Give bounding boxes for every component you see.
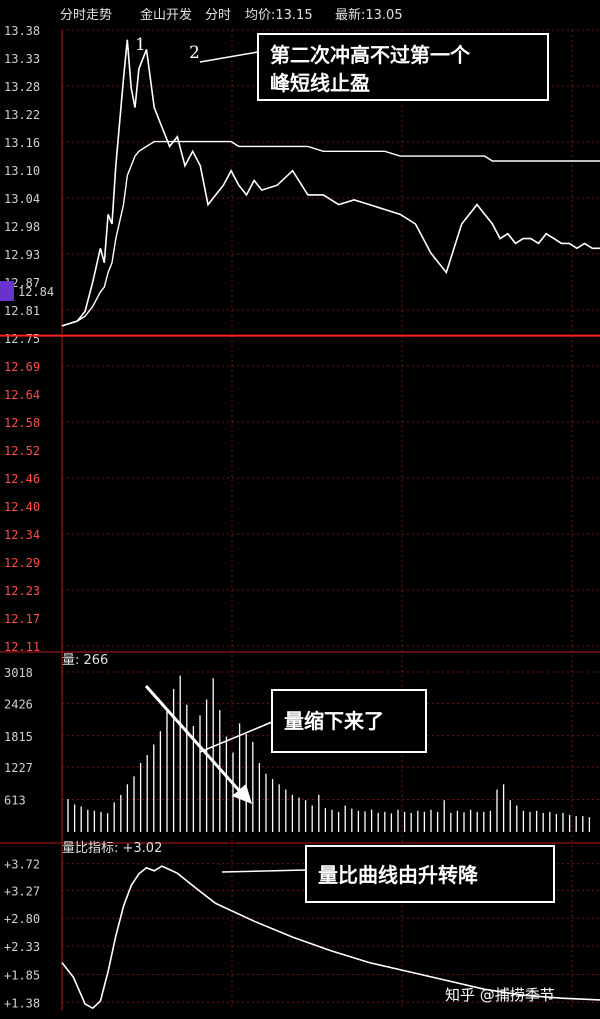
callout-volume-text: 量缩下来了 (284, 709, 384, 733)
ratio-tick-label: +3.72 (4, 858, 40, 872)
price-tick-label: 12.58 (4, 416, 40, 430)
volume-tick-label: 1227 (4, 761, 33, 775)
callout-ratio-box (305, 845, 555, 903)
price-tick-label: 12.98 (4, 220, 40, 234)
callout-price-pointer (199, 51, 259, 63)
ratio-y-axis: +3.72 +3.27 +2.80 +2.33 +1.85 +1.38 (4, 858, 40, 1011)
price-y-axis: 13.38 13.33 13.28 13.22 13.16 13.10 13.04 12.98… (4, 24, 40, 654)
price-line (61, 39, 600, 327)
volume-plot (67, 675, 591, 832)
price-tick-label: 13.10 (4, 164, 40, 178)
callout-price-line1: 第二次冲高不过第一个 (270, 43, 471, 67)
callout-ratio-pointer (221, 869, 307, 873)
price-tick-label: 12.52 (4, 444, 40, 458)
price-tick-label: 13.33 (4, 52, 40, 66)
price-tick-label: 12.11 (4, 640, 40, 654)
header-avg: 均价:13.15 (245, 8, 313, 23)
callout-ratio: 量比曲线由升转降 (221, 845, 555, 903)
current-price-marker (0, 281, 14, 301)
price-tick-label: 12.29 (4, 556, 40, 570)
header-title: 分时走势 (60, 7, 112, 23)
callout-volume: 量缩下来了 (144, 685, 427, 804)
callout-ratio-text: 量比曲线由升转降 (318, 863, 479, 887)
price-tick-label: 12.64 (4, 388, 40, 402)
volume-decline-arrow (144, 685, 246, 797)
callout-price-line2: 峰短线止盈 (270, 71, 370, 95)
header-last: 最新:13.05 (335, 7, 403, 23)
price-tick-label: 13.28 (4, 80, 40, 94)
price-plot (0, 39, 600, 337)
volume-panel-label: 量: 266 (62, 653, 108, 668)
price-tick-label: 12.17 (4, 612, 40, 626)
ratio-panel-label: 量比指标: +3.02 (62, 841, 162, 856)
volume-tick-label: 613 (4, 794, 26, 808)
price-tick-label: 12.81 (4, 304, 40, 318)
volume-y-axis: 3018 2426 1815 1227 613 (4, 666, 33, 808)
price-tick-label: 12.34 (4, 528, 40, 542)
peak-1-label: 1 (135, 35, 146, 55)
volume-tick-label: 1815 (4, 730, 33, 744)
callout-price-box (257, 33, 549, 101)
volume-tick-label: 3018 (4, 666, 33, 680)
price-tick-label: 12.46 (4, 472, 40, 486)
watermark: 知乎 @捕捞季节 (445, 986, 555, 1004)
header-stock: 金山开发 (140, 7, 192, 23)
price-tick-label: 13.22 (4, 108, 40, 122)
header-mode: 分时 (205, 8, 231, 23)
price-tick-label: 12.75 (4, 332, 40, 346)
ratio-tick-label: +1.38 (4, 996, 40, 1010)
price-tick-label: 13.16 (4, 136, 40, 150)
peak-2-label: 2 (189, 43, 200, 63)
price-tick-label: 13.04 (4, 192, 40, 206)
price-tick-label: 12.40 (4, 500, 40, 514)
average-line (61, 140, 600, 327)
callout-volume-box (271, 689, 427, 753)
ratio-tick-label: +1.85 (4, 968, 40, 982)
volume-decline-arrowhead (232, 784, 252, 804)
price-tick-label: 12.69 (4, 360, 40, 374)
current-price-tag: 12.84 (18, 285, 54, 299)
ratio-tick-label: +3.27 (4, 884, 40, 898)
grid (0, 29, 600, 1010)
callout-volume-pointer (199, 721, 273, 753)
ratio-tick-label: +2.80 (4, 912, 40, 926)
callout-price: 第二次冲高不过第一个 峰短线止盈 (199, 33, 549, 101)
ratio-tick-label: +2.33 (4, 940, 40, 954)
price-tick-label: 12.93 (4, 248, 40, 262)
ratio-plot (61, 865, 600, 1010)
volume-tick-label: 2426 (4, 697, 33, 711)
volume-ratio-line (61, 865, 600, 1010)
price-tick-label: 13.38 (4, 24, 40, 38)
price-tick-label: 12.23 (4, 584, 40, 598)
